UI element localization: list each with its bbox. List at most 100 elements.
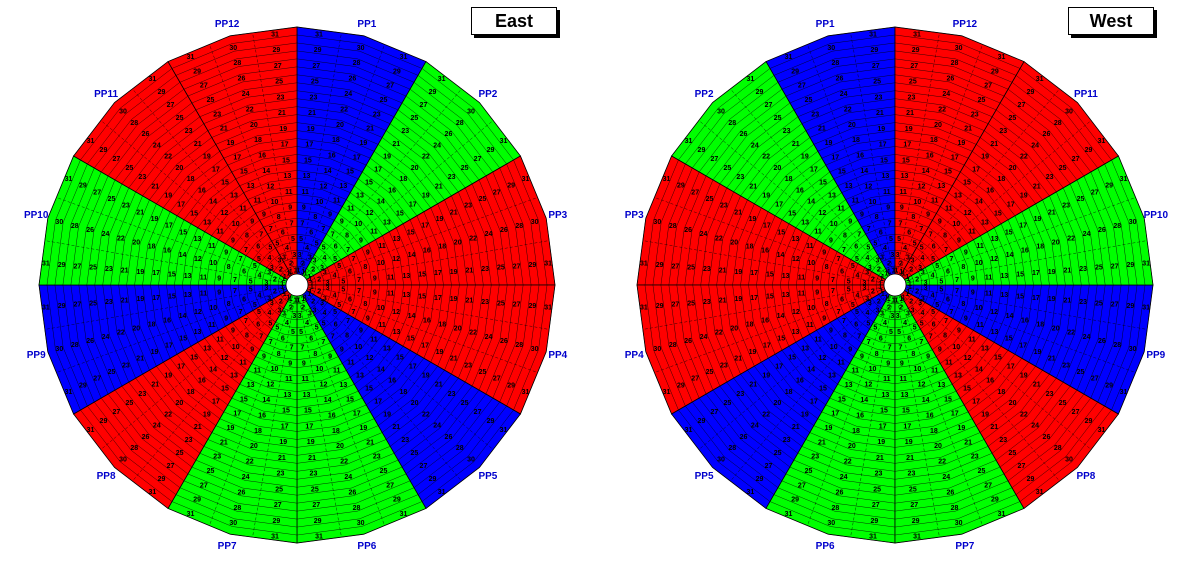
ring-number: 12	[194, 256, 202, 263]
ring-number: 12	[819, 355, 827, 362]
ring-number: 23	[736, 391, 744, 398]
ring-number: 7	[244, 247, 248, 254]
ring-number: 24	[485, 334, 493, 341]
ring-number: 31	[65, 176, 73, 183]
ring-number: 21	[1063, 298, 1071, 305]
ring-number: 25	[805, 97, 813, 104]
ring-number: 5	[847, 278, 851, 285]
ring-number: 22	[1020, 154, 1028, 161]
ring-number: 31	[785, 54, 793, 61]
ring-number: 27	[711, 409, 719, 416]
ring-number: 18	[332, 428, 340, 435]
ring-number: 7	[233, 277, 237, 284]
ring-number: 8	[345, 232, 349, 239]
ring-number: 17	[903, 423, 911, 430]
ring-number: 15	[994, 210, 1002, 217]
ring-number: 23	[875, 94, 883, 101]
ring-number: 19	[1020, 373, 1028, 380]
ring-number: 30	[229, 45, 237, 52]
ring-number: 13	[782, 292, 790, 299]
ring-number: 22	[1067, 330, 1075, 337]
ring-number: 28	[951, 505, 959, 512]
ring-number: 17	[972, 398, 980, 405]
ring-number: 13	[792, 236, 800, 243]
ring-number: 26	[238, 489, 246, 496]
sector-label-pp2: PP2	[695, 89, 714, 100]
ring-number: 19	[203, 411, 211, 418]
ring-number: 1	[289, 296, 293, 303]
ring-number: 11	[285, 376, 293, 383]
ring-number: 19	[151, 349, 159, 356]
ring-number: 15	[240, 169, 248, 176]
ring-number: 8	[825, 301, 829, 308]
ring-number: 14	[807, 199, 815, 206]
ring-number: 25	[479, 369, 487, 376]
ring-number: 27	[386, 482, 394, 489]
ring-number: 29	[991, 68, 999, 75]
ring-number: 17	[409, 201, 417, 208]
ring-number: 31	[1098, 138, 1106, 145]
ring-number: 20	[250, 122, 258, 129]
ring-number: 18	[930, 428, 938, 435]
ring-number: 1	[304, 270, 308, 277]
ring-number: 19	[383, 154, 391, 161]
ring-number: 31	[42, 261, 50, 268]
ring-number: 31	[149, 76, 157, 83]
ring-number: 21	[278, 455, 286, 462]
ring-number: 1	[301, 296, 305, 303]
ring-number: 31	[149, 489, 157, 496]
ring-number: 24	[344, 474, 352, 481]
ring-number: 28	[71, 342, 79, 349]
ring-number: 15	[190, 355, 198, 362]
ring-number: 21	[220, 439, 228, 446]
ring-number: 27	[312, 63, 320, 70]
ring-number: 4	[333, 293, 337, 300]
ring-number: 6	[879, 335, 883, 342]
ring-number: 23	[464, 362, 472, 369]
ring-number: 28	[728, 445, 736, 452]
ring-number: 10	[271, 199, 279, 206]
ring-number: 1	[892, 268, 896, 275]
ring-number: 17	[421, 342, 429, 349]
ring-number: 29	[1105, 183, 1113, 190]
ring-number: 29	[429, 476, 437, 483]
ring-number: 18	[399, 176, 407, 183]
ring-number: 31	[913, 534, 921, 541]
sector-label-pp5: PP5	[478, 471, 497, 482]
ring-number: 8	[961, 301, 965, 308]
ring-number: 20	[250, 443, 258, 450]
ring-number: 4	[855, 293, 859, 300]
ring-number: 17	[763, 223, 771, 230]
ring-number: 23	[373, 111, 381, 118]
ring-number: 17	[434, 295, 442, 302]
ring-number: 5	[268, 321, 272, 328]
ring-number: 17	[1007, 364, 1015, 371]
ring-number: 31	[663, 389, 671, 396]
ring-number: 28	[832, 60, 840, 67]
ring-number: 12	[865, 183, 873, 190]
ring-number: 23	[999, 437, 1007, 444]
ring-number: 18	[852, 428, 860, 435]
ring-number: 13	[954, 372, 962, 379]
ring-number: 27	[1018, 463, 1026, 470]
ring-number: 18	[148, 321, 156, 328]
ring-number: 19	[1034, 349, 1042, 356]
ring-number: 21	[121, 267, 129, 274]
ring-number: 17	[212, 167, 220, 174]
ring-number: 15	[365, 180, 373, 187]
ring-number: 12	[320, 183, 328, 190]
ring-number: 11	[931, 197, 939, 204]
ring-number: 19	[877, 439, 885, 446]
ring-number: 27	[984, 482, 992, 489]
ring-number: 17	[810, 398, 818, 405]
ring-number: 15	[407, 336, 415, 343]
ring-number: 15	[240, 396, 248, 403]
ring-number: 3	[292, 313, 296, 320]
ring-number: 22	[117, 330, 125, 337]
ring-number: 7	[857, 334, 861, 341]
ring-number: 19	[762, 373, 770, 380]
ring-number: 8	[825, 264, 829, 271]
ring-number: 31	[544, 261, 552, 268]
ring-number: 5	[291, 236, 295, 243]
ring-number: 10	[807, 260, 815, 267]
